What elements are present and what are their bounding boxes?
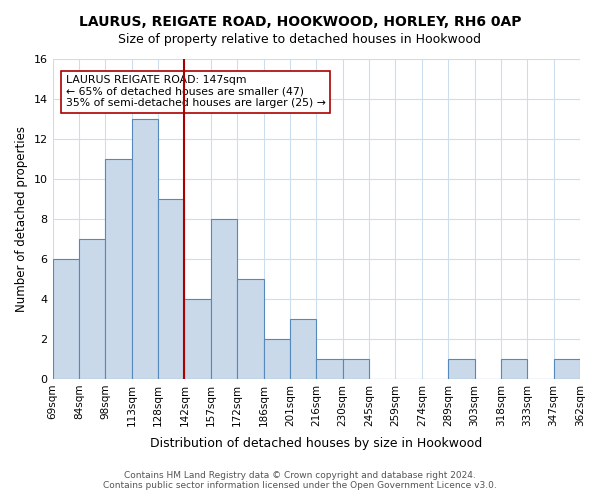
Bar xyxy=(290,319,316,379)
Text: Contains HM Land Registry data © Crown copyright and database right 2024.
Contai: Contains HM Land Registry data © Crown c… xyxy=(103,470,497,490)
Bar xyxy=(184,299,211,379)
Text: LAURUS REIGATE ROAD: 147sqm
← 65% of detached houses are smaller (47)
35% of sem: LAURUS REIGATE ROAD: 147sqm ← 65% of det… xyxy=(66,75,326,108)
Bar xyxy=(158,199,184,379)
Bar xyxy=(316,359,343,379)
Bar xyxy=(448,359,475,379)
Text: LAURUS, REIGATE ROAD, HOOKWOOD, HORLEY, RH6 0AP: LAURUS, REIGATE ROAD, HOOKWOOD, HORLEY, … xyxy=(79,15,521,29)
Bar xyxy=(79,239,105,379)
Bar xyxy=(263,339,290,379)
Bar xyxy=(343,359,369,379)
Bar xyxy=(131,119,158,379)
Bar xyxy=(211,219,237,379)
Bar xyxy=(501,359,527,379)
Bar xyxy=(554,359,580,379)
Bar xyxy=(53,259,79,379)
Y-axis label: Number of detached properties: Number of detached properties xyxy=(15,126,28,312)
Bar xyxy=(105,159,131,379)
Text: Size of property relative to detached houses in Hookwood: Size of property relative to detached ho… xyxy=(119,32,482,46)
Bar xyxy=(237,279,263,379)
X-axis label: Distribution of detached houses by size in Hookwood: Distribution of detached houses by size … xyxy=(150,437,482,450)
